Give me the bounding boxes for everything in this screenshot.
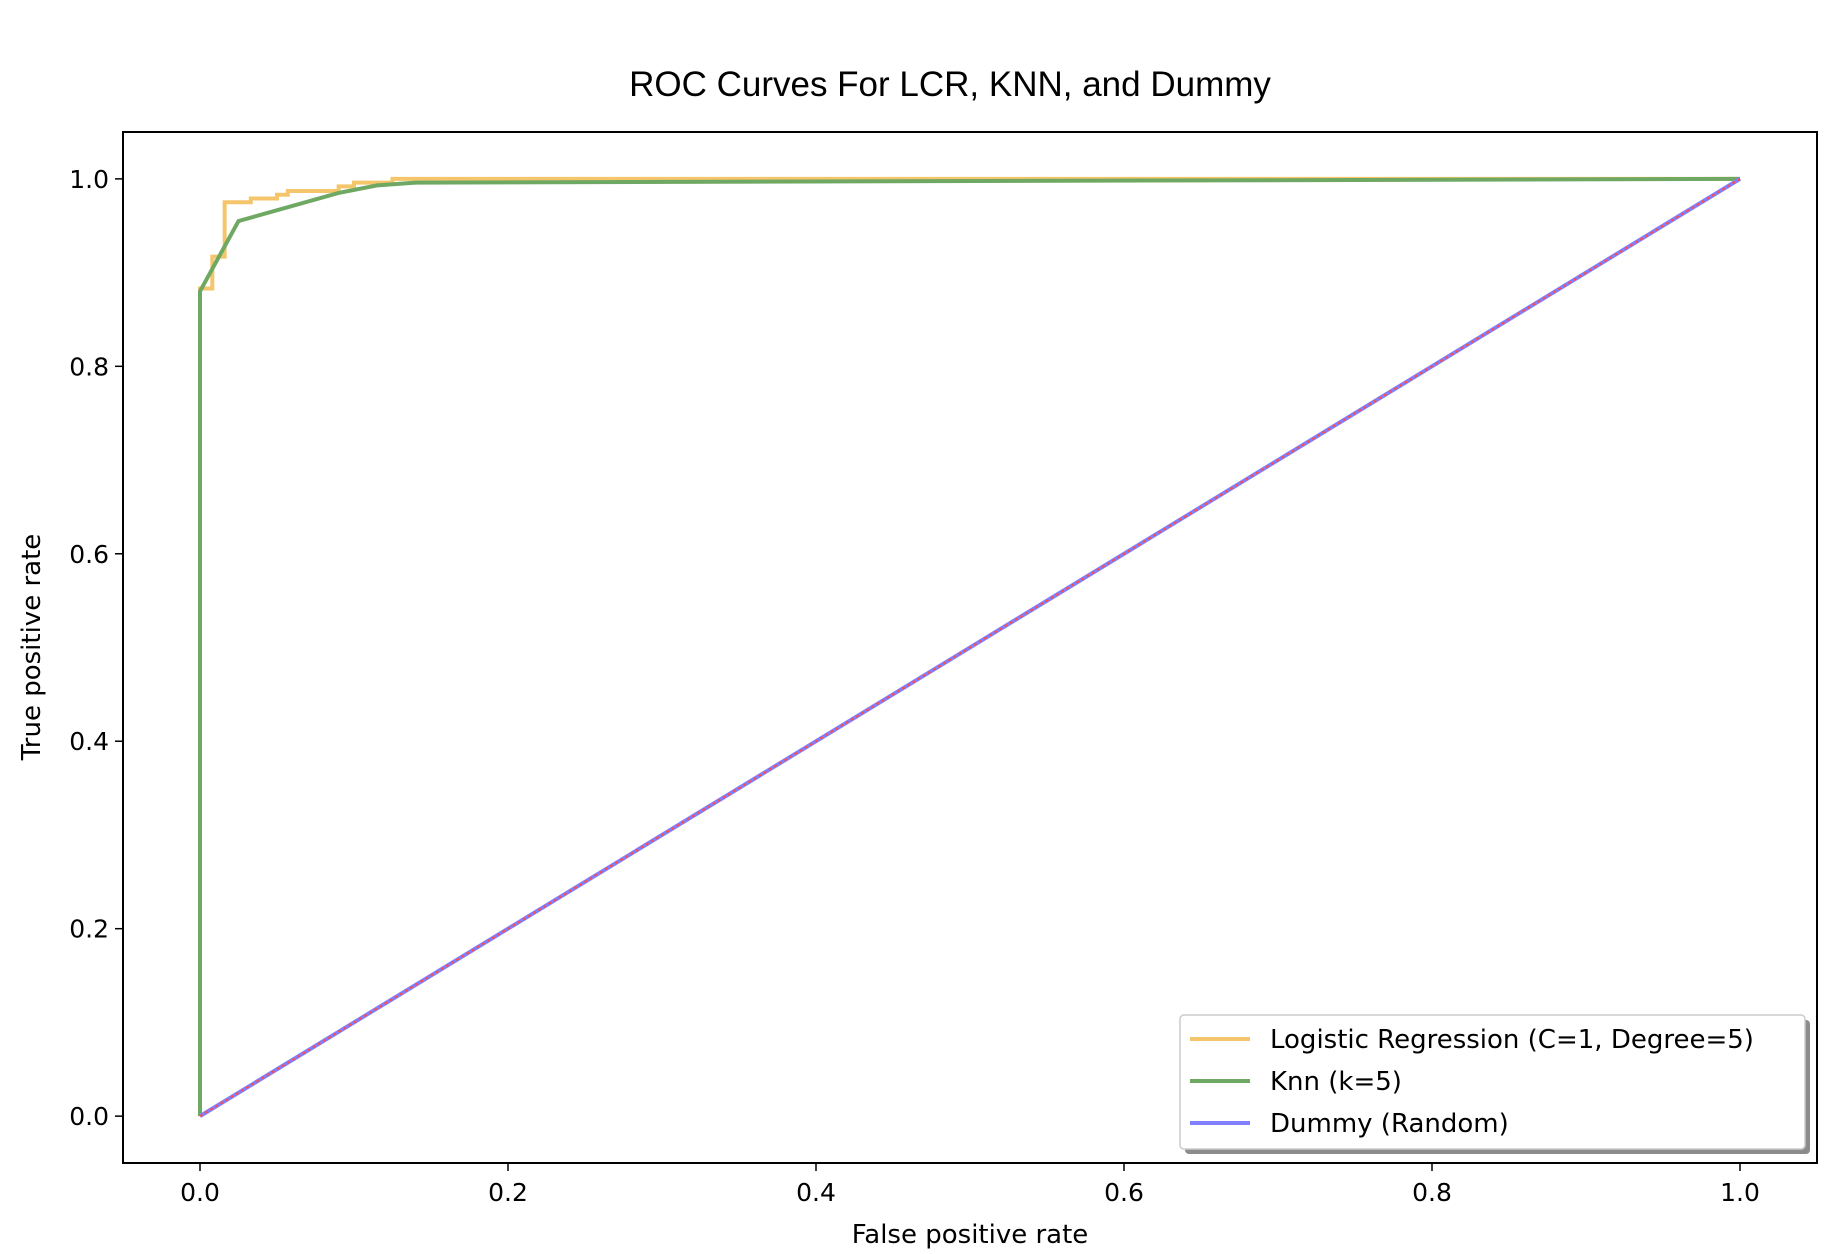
legend: Logistic Regression (C=1, Degree=5) Knn … <box>1179 1014 1810 1154</box>
y-axis-ticks: 0.0 0.2 0.4 0.6 0.8 1.0 <box>69 165 123 1131</box>
y-tick-label: 0.4 <box>69 727 109 756</box>
x-tick-label: 1.0 <box>1720 1178 1760 1207</box>
y-axis-label: True positive rate <box>17 534 47 762</box>
x-tick-label: 0.4 <box>796 1178 836 1207</box>
x-tick-label: 0.0 <box>180 1178 220 1207</box>
x-tick-label: 0.6 <box>1104 1178 1144 1207</box>
x-axis-label: False positive rate <box>852 1220 1089 1250</box>
y-tick-label: 0.6 <box>69 540 109 569</box>
series-line-knn-k-5 <box>198 176 1741 1117</box>
y-tick-label: 0.0 <box>69 1102 109 1131</box>
y-tick-label: 0.2 <box>69 915 109 944</box>
x-tick-label: 0.2 <box>488 1178 528 1207</box>
plot-frame <box>122 131 1818 1164</box>
series-line-logistic-regression-c-1-degree-5 <box>198 176 1740 1117</box>
plot-series <box>198 176 1742 1118</box>
y-tick-label: 0.8 <box>69 352 109 381</box>
legend-label-logistic-regression: Logistic Regression (C=1, Degree=5) <box>1270 1025 1754 1055</box>
chart-title: ROC Curves For LCR, KNN, and Dummy <box>629 65 1271 104</box>
legend-box <box>1179 1014 1806 1150</box>
x-tick-label: 0.8 <box>1412 1178 1452 1207</box>
series-overlay-dummy-random <box>199 178 1741 1117</box>
legend-label-knn: Knn (k=5) <box>1270 1067 1402 1097</box>
y-tick-label: 1.0 <box>69 165 109 194</box>
x-axis-ticks: 0.0 0.2 0.4 0.6 0.8 1.0 <box>180 1163 1760 1207</box>
legend-label-dummy: Dummy (Random) <box>1270 1109 1509 1139</box>
